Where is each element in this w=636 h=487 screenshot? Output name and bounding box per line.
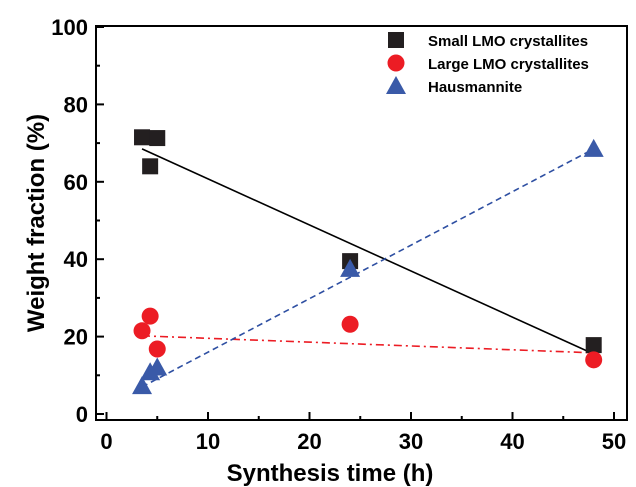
- data-point-circle: [585, 351, 603, 369]
- data-point-circle: [148, 340, 166, 358]
- data-point-triangle: [583, 138, 604, 157]
- data-point-triangle: [147, 357, 168, 376]
- x-tick-label: 30: [399, 429, 423, 454]
- y-tick-label: 100: [51, 15, 88, 40]
- legend-label: Large LMO crystallites: [428, 56, 589, 73]
- data-markers: [132, 129, 604, 395]
- plot-frame: [95, 25, 628, 421]
- data-point-circle: [133, 322, 151, 340]
- data-point-circle: [341, 315, 359, 333]
- trend-lines: [141, 148, 595, 388]
- y-tick-label: 0: [76, 402, 88, 427]
- y-axis-title: Weight fraction (%): [23, 114, 50, 332]
- data-point-square: [134, 129, 151, 146]
- y-tick-label: 80: [64, 92, 88, 117]
- data-point-square: [149, 130, 166, 147]
- data-point-square: [585, 337, 602, 354]
- x-tick-label: 20: [297, 429, 321, 454]
- legend-marker-square: [388, 32, 404, 48]
- x-axis-title: Synthesis time (h): [227, 460, 434, 487]
- legend-label: Hausmannite: [428, 79, 522, 96]
- x-tick-label: 0: [100, 429, 112, 454]
- legend-marker-circle: [387, 54, 405, 72]
- x-axis-ticks: 0 10 20 30 40 50: [100, 412, 626, 454]
- trend-line: [141, 148, 595, 388]
- data-point-square: [142, 158, 159, 175]
- data-point-circle: [141, 307, 159, 325]
- legend: Small LMO crystallites Large LMO crystall…: [386, 32, 589, 96]
- trend-line: [141, 335, 594, 354]
- data-point-triangle: [340, 258, 361, 277]
- y-tick-label: 40: [64, 247, 88, 272]
- legend-marker-triangle: [386, 76, 406, 94]
- data-point-triangle: [132, 376, 153, 395]
- y-tick-label: 20: [64, 325, 88, 350]
- x-tick-label: 10: [196, 429, 220, 454]
- legend-label: Small LMO crystallites: [428, 33, 588, 50]
- trend-line: [141, 148, 595, 355]
- x-tick-label: 50: [602, 429, 626, 454]
- x-tick-label: 40: [500, 429, 524, 454]
- y-tick-label: 60: [64, 170, 88, 195]
- y-axis-ticks: 0 20 40 60 80 100: [51, 15, 104, 427]
